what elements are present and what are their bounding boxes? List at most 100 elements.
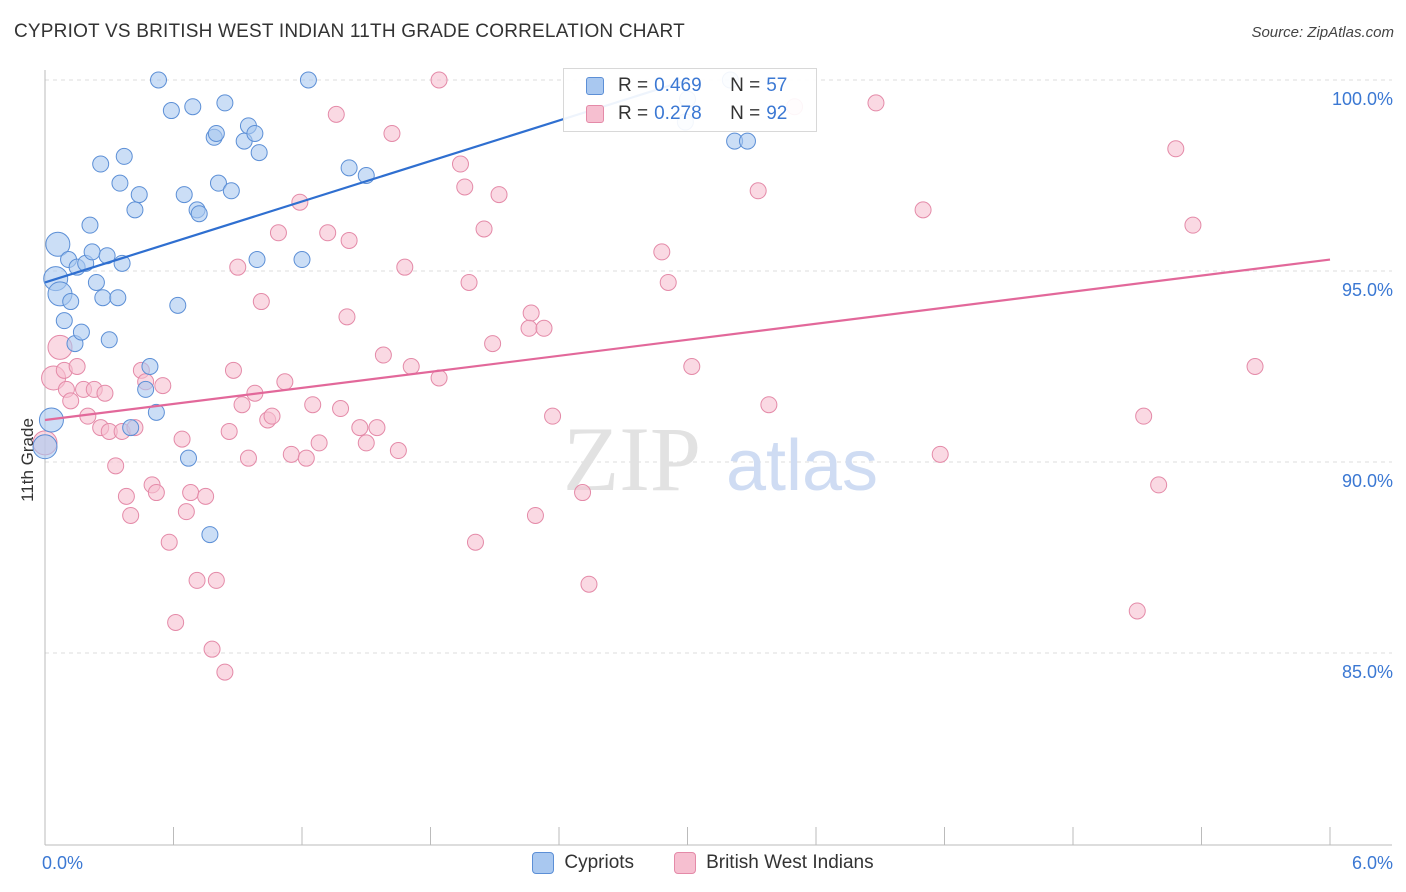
legend-r-label: R = [618, 103, 649, 124]
data-point [263, 407, 281, 425]
data-point [526, 506, 544, 524]
data-point [83, 243, 101, 261]
data-point [374, 346, 392, 364]
data-point [55, 312, 73, 330]
data-point [188, 571, 206, 589]
data-point [122, 506, 140, 524]
data-point [117, 487, 135, 505]
data-point [87, 273, 105, 291]
data-point [357, 434, 375, 452]
data-point [137, 380, 155, 398]
legend-r-value: 0.469 [654, 75, 702, 96]
data-point [239, 449, 257, 467]
chart-title: CYPRIOT VS BRITISH WEST INDIAN 11TH GRAD… [14, 21, 685, 42]
legend-row-bwi: R = 0.278 N = 92 [586, 101, 787, 127]
data-point [72, 323, 90, 341]
data-point [327, 105, 345, 123]
data-point [269, 224, 287, 242]
data-point [402, 358, 420, 375]
legend-n-label: N = [730, 103, 761, 124]
legend-n-label: N = [730, 75, 761, 96]
data-point [109, 289, 127, 307]
data-point [147, 484, 165, 502]
data-point [246, 124, 264, 142]
data-point [248, 251, 266, 269]
data-point [276, 373, 294, 391]
data-point [68, 358, 86, 375]
data-point [466, 533, 484, 551]
data-point [1167, 140, 1185, 158]
bottom-legend: Cypriots British West Indians [0, 852, 1406, 874]
data-point [167, 613, 185, 631]
watermark: ZIP atlas [563, 408, 878, 510]
legend-n-value: 57 [766, 75, 788, 96]
data-point [32, 434, 58, 460]
y-tick-label: 100.0% [1332, 89, 1393, 109]
data-point [141, 358, 159, 375]
legend-item-bwi[interactable]: British West Indians [674, 852, 874, 874]
data-point [233, 396, 251, 414]
y-axis-label: 11th Grade [18, 418, 37, 502]
data-point [1184, 216, 1202, 234]
data-point [544, 407, 562, 425]
data-point [190, 205, 208, 223]
data-point [100, 331, 118, 349]
data-point [867, 94, 885, 112]
legend-label-cypriots: Cypriots [564, 852, 635, 873]
y-tick-label: 90.0% [1342, 471, 1393, 491]
legend-swatch-pink [586, 105, 604, 123]
data-point [332, 400, 350, 418]
data-point [94, 289, 112, 307]
data-point [209, 174, 227, 192]
data-point [62, 293, 80, 311]
trend-line [44, 258, 1331, 422]
data-point [535, 319, 553, 337]
data-point [62, 392, 80, 410]
data-point [92, 155, 110, 173]
tick-labels: 85.0% 90.0% 95.0% 100.0% 0.0% 6.0% [42, 89, 1393, 873]
legend-swatch-pink [674, 852, 697, 874]
data-point [154, 377, 172, 395]
data-point [451, 155, 469, 173]
data-point [574, 484, 592, 502]
data-point [177, 503, 195, 521]
data-point [475, 220, 493, 238]
data-point [319, 224, 337, 242]
data-point [207, 124, 225, 142]
data-point [760, 396, 778, 414]
data-point [224, 361, 242, 379]
data-point [147, 403, 165, 421]
data-point [1128, 602, 1146, 620]
data-point [299, 71, 317, 89]
data-point [1135, 407, 1153, 425]
data-point [520, 319, 538, 337]
legend-item-cypriots[interactable]: Cypriots [532, 852, 634, 874]
data-point [184, 98, 202, 116]
data-point [111, 174, 129, 192]
data-point [738, 132, 756, 150]
data-point [297, 449, 315, 467]
data-point [115, 147, 133, 165]
watermark-atlas: atlas [726, 426, 878, 506]
data-point [250, 144, 268, 162]
grid-lines [45, 79, 1392, 654]
data-point [160, 533, 178, 551]
data-point [216, 663, 234, 681]
data-point [340, 159, 358, 177]
data-point [150, 71, 168, 89]
legend-label-bwi: British West Indians [706, 852, 874, 873]
data-point [216, 94, 234, 112]
data-point [162, 102, 180, 120]
data-point [130, 186, 148, 204]
data-point [175, 186, 193, 204]
data-point [368, 419, 386, 437]
data-point [914, 201, 932, 219]
data-point [81, 216, 99, 234]
data-point [456, 178, 474, 196]
data-point [580, 575, 598, 593]
legend-swatch-blue [532, 852, 555, 874]
data-point [45, 231, 71, 257]
data-point [340, 231, 358, 249]
data-point [490, 186, 508, 204]
